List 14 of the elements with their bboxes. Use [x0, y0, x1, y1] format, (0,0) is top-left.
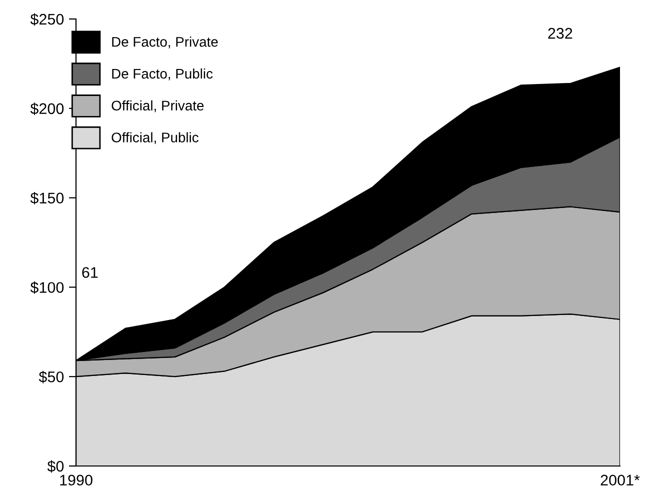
y-tick-label: $50	[38, 370, 64, 384]
legend-label: De Facto, Private	[112, 36, 218, 48]
x-tick-label: 2001*	[600, 474, 640, 486]
y-tick-label: $150	[30, 192, 64, 204]
x-tick-label: 1990	[60, 474, 92, 486]
annotation: 232	[548, 28, 572, 39]
annotation: 61	[82, 267, 98, 278]
legend-label: De Facto, Public	[112, 68, 213, 80]
y-tick-label: $200	[30, 102, 64, 115]
legend-label: Official, Public	[112, 132, 198, 144]
y-tick-label: $100	[30, 281, 64, 294]
y-tick-label: $250	[30, 13, 64, 26]
legend-label: Official, Private	[112, 100, 204, 112]
y-tick-label: $0	[47, 460, 64, 473]
